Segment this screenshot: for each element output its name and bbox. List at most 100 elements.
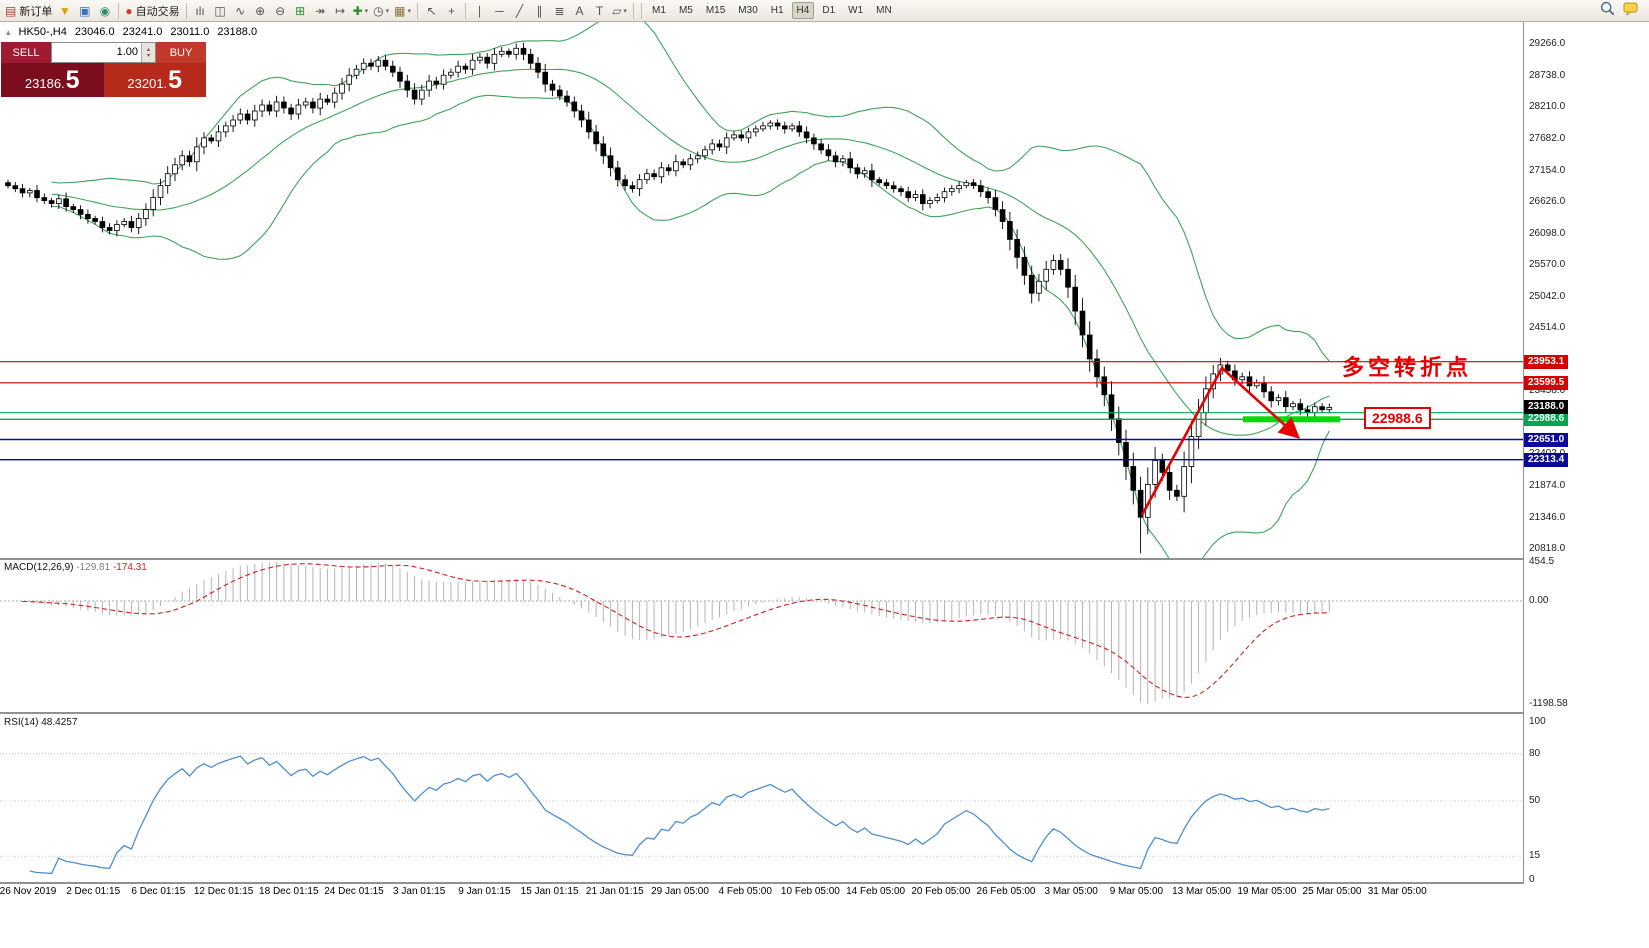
fibonacci-icon[interactable]: ≣ <box>550 1 569 20</box>
chart-shift-icon[interactable]: ↦ <box>331 1 350 20</box>
zoom-out-icon: ⊖ <box>275 3 286 18</box>
volume-stepper[interactable]: 1.00 ▴ ▾ <box>51 42 156 63</box>
time-axis-label: 26 Nov 2019 <box>0 886 57 897</box>
channel-icon[interactable]: ∥ <box>530 1 549 20</box>
channel-icon: ∥ <box>536 3 543 18</box>
price-line-label: 22313.4 <box>1524 452 1569 467</box>
cursor-icon[interactable]: ↖ <box>422 1 441 20</box>
chat-icon[interactable] <box>1623 1 1638 21</box>
price-scale-label: 25042.0 <box>1529 290 1566 302</box>
current-price-label: 23188.0 <box>1524 400 1569 415</box>
price-scale-label: 29266.0 <box>1529 38 1566 50</box>
timeframe-h1-button[interactable]: H1 <box>766 2 789 19</box>
time-axis-label: 6 Dec 01:15 <box>131 886 186 897</box>
timeframe-d1-button[interactable]: D1 <box>817 2 840 19</box>
buy-price[interactable]: 23201. 5 <box>103 63 206 97</box>
timeframe-m1-button[interactable]: M1 <box>647 2 671 19</box>
new-order-button[interactable]: ▤ 新订单 <box>3 1 54 20</box>
bar-chart-icon[interactable]: ılı <box>191 1 210 20</box>
volume-down-button[interactable]: ▾ <box>146 52 150 59</box>
panel-separator[interactable] <box>0 558 1649 560</box>
timeframe-w1-button[interactable]: W1 <box>843 2 868 19</box>
time-axis-label: 10 Feb 05:00 <box>780 886 840 897</box>
panel-separator <box>0 882 1649 884</box>
sell-price[interactable]: 23186. 5 <box>1 63 104 97</box>
panel-separator[interactable] <box>0 712 1649 714</box>
crosshair-icon[interactable]: + <box>442 1 461 20</box>
symbol-marker-icon: ▴ <box>6 26 11 37</box>
globe-icon: ◉ <box>99 3 111 18</box>
symbol-period-label: HK50-,H4 <box>18 26 67 38</box>
trendline-icon[interactable]: ╱ <box>510 1 529 20</box>
rsi-panel-canvas[interactable] <box>0 714 1523 882</box>
macd-panel-canvas[interactable] <box>0 560 1523 712</box>
macd-scale-label: 454.5 <box>1529 555 1555 567</box>
time-axis-label: 24 Dec 01:15 <box>324 886 384 897</box>
time-axis-label: 9 Mar 05:00 <box>1109 886 1164 897</box>
price-scale-label: 24514.0 <box>1529 322 1566 334</box>
timeframe-h4-button[interactable]: H4 <box>791 2 815 19</box>
ohlc-close: 23188.0 <box>217 26 258 38</box>
search-icon[interactable] <box>1600 1 1615 21</box>
timeframe-m15-button[interactable]: M15 <box>701 2 730 19</box>
shapes-icon: ▱ <box>612 3 622 18</box>
dropdown-caret-icon: ▾ <box>407 7 412 15</box>
text-label-icon: T <box>595 3 604 18</box>
line-chart-icon: ∿ <box>235 3 246 18</box>
price-scale-label: 20818.0 <box>1529 543 1566 554</box>
time-axis-label: 25 Mar 05:00 <box>1302 886 1362 897</box>
tile-windows-icon[interactable]: ⊞ <box>291 1 310 20</box>
globe-icon[interactable]: ◉ <box>95 1 114 20</box>
auto-scroll-icon[interactable]: ↠ <box>311 1 330 20</box>
time-axis-label: 31 Mar 05:00 <box>1367 886 1427 897</box>
indicators-button[interactable]: ✚ ▾ <box>351 1 371 20</box>
price-scale-label: 25570.0 <box>1529 259 1566 271</box>
vertical-line-icon[interactable]: ∣ <box>470 1 489 20</box>
time-axis-label: 13 Mar 05:00 <box>1172 886 1232 897</box>
timeframe-m5-button[interactable]: M5 <box>674 2 698 19</box>
buy-button[interactable]: BUY <box>156 42 206 63</box>
rsi-label: RSI(14) 48.4257 <box>4 717 78 728</box>
price-tag-annotation: 22988.6 <box>1364 407 1431 429</box>
zoom-in-icon[interactable]: ⊕ <box>251 1 270 20</box>
zoom-out-icon[interactable]: ⊖ <box>271 1 290 20</box>
volume-value[interactable]: 1.00 <box>116 46 138 58</box>
price-scale-label: 26098.0 <box>1529 227 1566 239</box>
profile-icon[interactable]: ▣ <box>75 1 94 20</box>
horizontal-line-icon[interactable]: ─ <box>490 1 509 20</box>
funnel-icon[interactable]: ▼ <box>55 1 74 20</box>
time-axis-label: 2 Dec 01:15 <box>66 886 121 897</box>
sell-button[interactable]: SELL <box>1 42 51 63</box>
time-axis-label: 21 Jan 01:15 <box>585 886 644 897</box>
time-axis-label: 4 Feb 05:00 <box>718 886 772 897</box>
timeframe-mn-button[interactable]: MN <box>871 2 897 19</box>
auto-trading-icon: ● <box>125 3 133 18</box>
ohlc-high: 23241.0 <box>122 26 163 38</box>
horizontal-line-icon: ─ <box>495 3 504 18</box>
ohlc-open: 23046.0 <box>74 26 115 38</box>
volume-up-button[interactable]: ▴ <box>146 46 150 53</box>
rsi-scale-label: 80 <box>1529 747 1541 759</box>
shapes-button[interactable]: ▱ ▾ <box>610 1 629 20</box>
rsi-scale-label: 15 <box>1529 850 1541 862</box>
candlestick-chart-icon: ◫ <box>214 3 226 18</box>
macd-signal-value: -174.31 <box>112 562 147 573</box>
bar-chart-icon: ılı <box>195 3 205 18</box>
text-icon[interactable]: A <box>570 1 589 20</box>
time-axis[interactable]: 26 Nov 2019 2 Dec 01:15 6 Dec 01:15 12 Dec … <box>0 884 1649 902</box>
periods-button[interactable]: ◷ ▾ <box>371 1 391 20</box>
templates-button[interactable]: ▦ ▾ <box>392 1 413 20</box>
price-scale[interactable]: 29266.0 28738.0 28210.0 27682.0 27154.0 26626… <box>1523 22 1649 885</box>
main-chart-canvas[interactable] <box>0 22 1523 558</box>
timeframe-m30-button[interactable]: M30 <box>733 2 762 19</box>
price-scale-label: 27154.0 <box>1529 164 1566 176</box>
dropdown-caret-icon: ▾ <box>623 7 627 15</box>
text-label-icon[interactable]: T <box>590 1 609 20</box>
candlestick-chart-icon[interactable]: ◫ <box>211 1 230 20</box>
auto-trading-button[interactable]: ● 自动交易 <box>123 1 181 20</box>
line-chart-icon[interactable]: ∿ <box>231 1 250 20</box>
macd-scale-label: -1198.58 <box>1529 698 1568 709</box>
toolbar-separator <box>633 2 635 19</box>
time-axis-label: 12 Dec 01:15 <box>193 886 254 897</box>
one-click-trading-panel: SELL 1.00 ▴ ▾ BUY 23186. 5 23201. 5 <box>1 42 206 97</box>
